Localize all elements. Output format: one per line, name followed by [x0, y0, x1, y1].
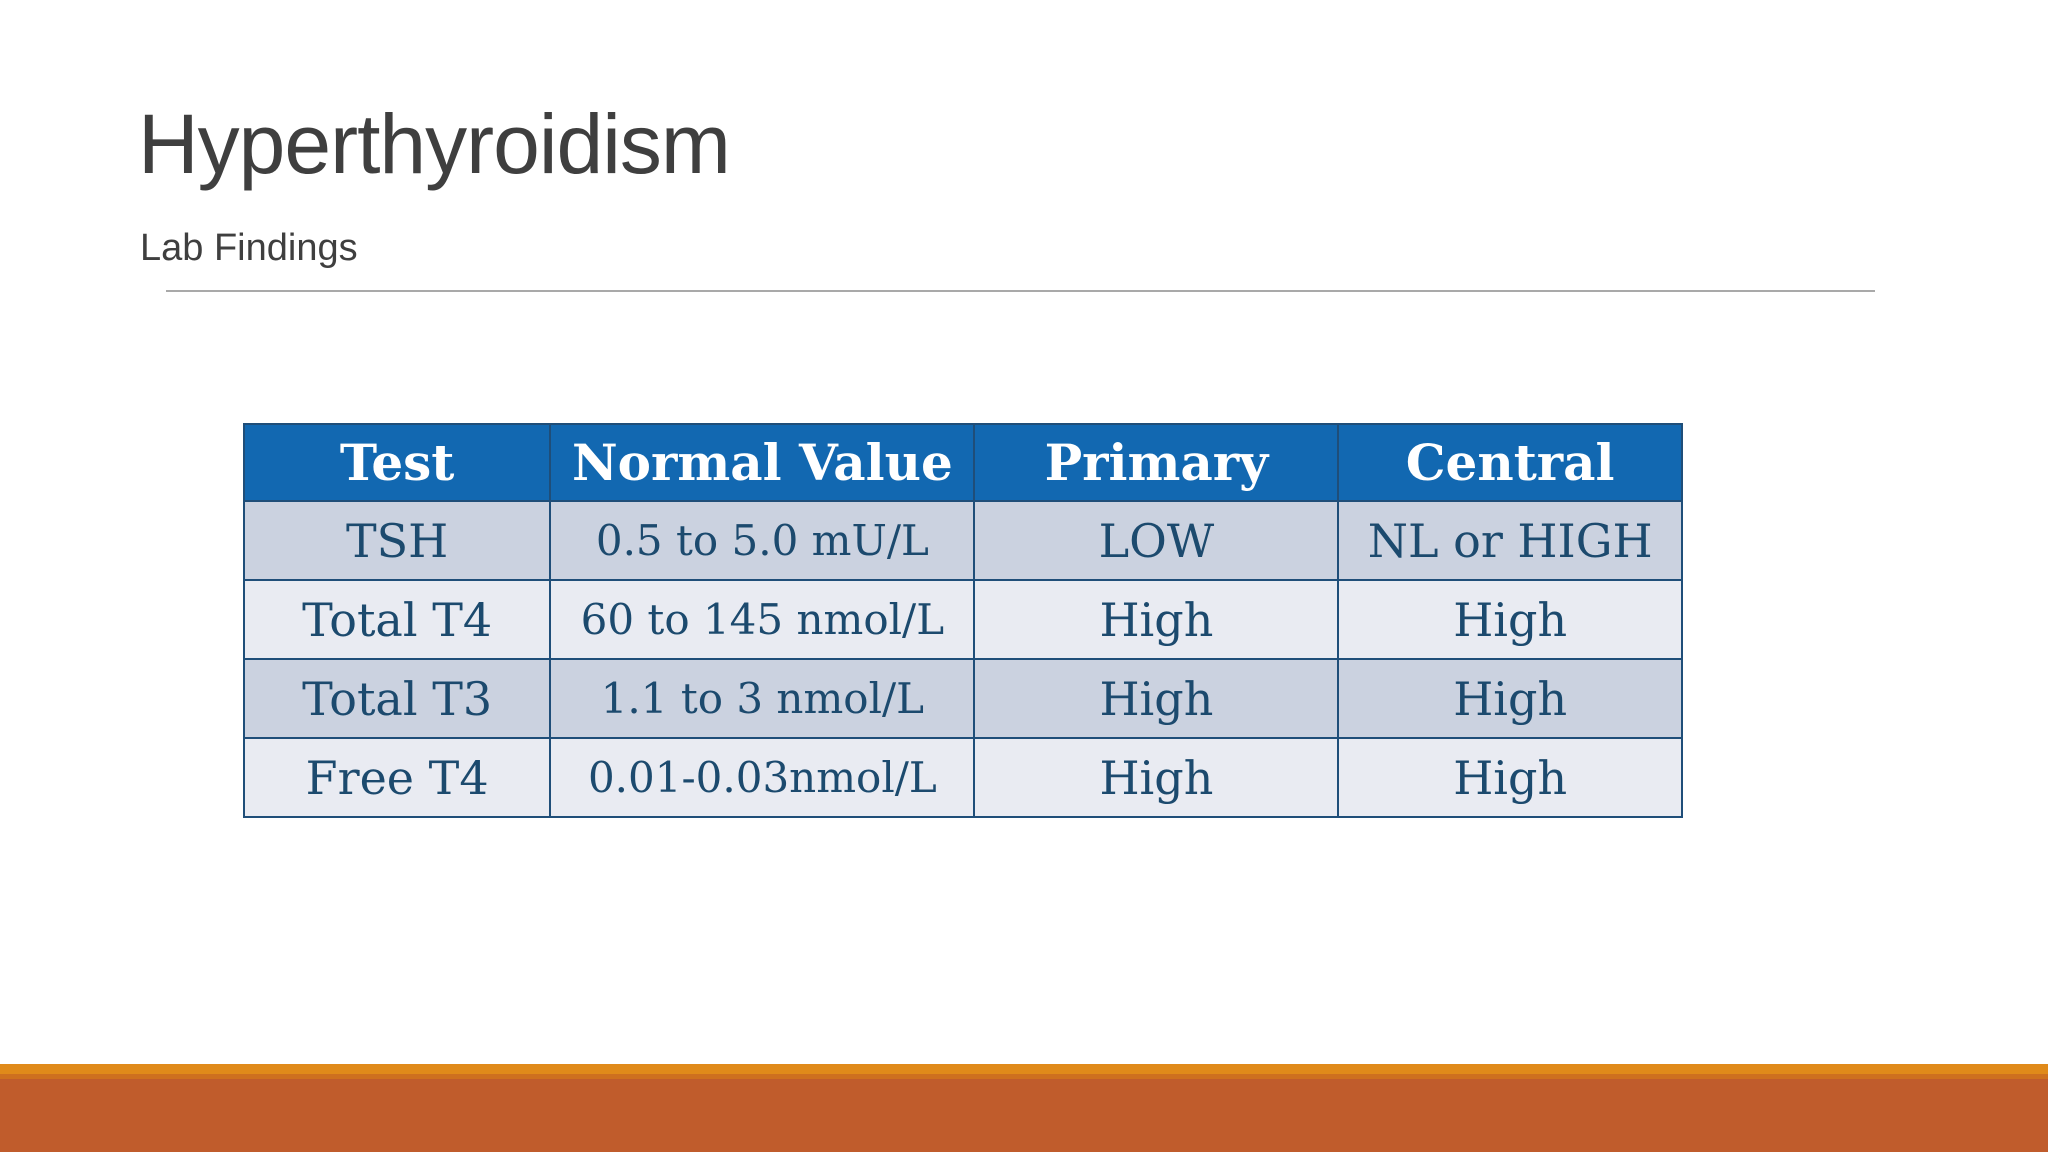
table-cell: Free T4	[242, 737, 552, 818]
table-cell: LOW	[973, 500, 1340, 581]
table-row-total-t3: Total T3 1.1 to 3 nmol/L High High	[242, 658, 1683, 739]
table-cell: 0.01-0.03nmol/L	[549, 737, 976, 818]
slide-subtitle: Lab Findings	[140, 227, 358, 269]
lab-findings-table: Test Normal Value Primary Central TSH 0.…	[242, 423, 1683, 818]
table-row-total-t4: Total T4 60 to 145 nmol/L High High	[242, 579, 1683, 660]
table-cell: High	[973, 579, 1340, 660]
col-header-normal-value: Normal Value	[549, 423, 976, 502]
table-cell: High	[973, 658, 1340, 739]
col-header-primary: Primary	[973, 423, 1340, 502]
table-cell: High	[1337, 737, 1683, 818]
table-cell: High	[1337, 658, 1683, 739]
table-cell: High	[1337, 579, 1683, 660]
table-cell: 1.1 to 3 nmol/L	[549, 658, 976, 739]
table-cell: 60 to 145 nmol/L	[549, 579, 976, 660]
footer-accent-bar-rust	[0, 1079, 2048, 1152]
table-cell: High	[973, 737, 1340, 818]
col-header-central: Central	[1337, 423, 1683, 502]
table-cell: 0.5 to 5.0 mU/L	[549, 500, 976, 581]
subtitle-divider	[166, 290, 1875, 292]
slide-title: Hyperthyroidism	[138, 97, 731, 191]
footer-accent-bar-edge	[0, 1074, 2048, 1079]
table-row-tsh: TSH 0.5 to 5.0 mU/L LOW NL or HIGH	[242, 500, 1683, 581]
footer-accent-bar-gold	[0, 1064, 2048, 1074]
table-cell: TSH	[242, 500, 552, 581]
table-cell: Total T3	[242, 658, 552, 739]
table-row-free-t4: Free T4 0.01-0.03nmol/L High High	[242, 737, 1683, 818]
table-cell: Total T4	[242, 579, 552, 660]
col-header-test: Test	[242, 423, 552, 502]
table-cell: NL or HIGH	[1337, 500, 1683, 581]
table-header-row: Test Normal Value Primary Central	[242, 423, 1683, 502]
